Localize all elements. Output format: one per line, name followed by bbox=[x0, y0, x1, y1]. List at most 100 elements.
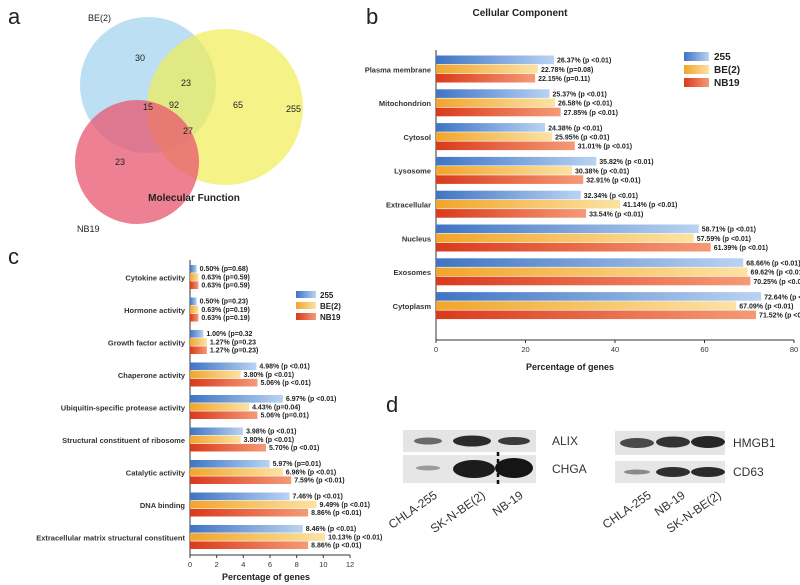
legend-c-label-255: 255 bbox=[320, 291, 334, 300]
chart-b-bar-nb19-exosomes bbox=[436, 276, 751, 286]
chart-c-category-ubiquitin-specific-protease-activity: Ubiquitin-specific protease activity bbox=[61, 403, 186, 412]
chart-b-category-mitochondrion: Mitochondrion bbox=[379, 99, 431, 108]
chart-c-value-label: 8.86% (p <0.01) bbox=[311, 543, 361, 550]
chart-c-value-label: 10.13% (p <0.01) bbox=[328, 534, 382, 541]
chart-c-bar-255-extracellular-matrix-structural-constituent bbox=[190, 525, 303, 533]
chart-c-tick-label: 0 bbox=[188, 560, 192, 569]
chart-b-bar-be-2-extracellular bbox=[436, 199, 621, 209]
legend-c-swatch-255 bbox=[296, 291, 316, 298]
chart-b-bar-255-exosomes bbox=[436, 258, 744, 267]
chart-b-value-label: 71.52% (p <0.01) bbox=[759, 313, 800, 320]
venn-diagram: BE(2) 255 NB19 30 23 65 15 92 27 23 Mole… bbox=[75, 13, 303, 234]
chart-b-value-label: 41.14% (p <0.01) bbox=[623, 202, 677, 209]
chart-c-legend: 255 BE(2) NB19 bbox=[296, 291, 341, 322]
chart-c-tick-label: 10 bbox=[319, 560, 327, 569]
venn-region-nb19-only: 23 bbox=[115, 157, 125, 167]
chart-b-value-label: 32.34% (p <0.01) bbox=[584, 193, 638, 200]
venn-region-be2-nb19: 15 bbox=[143, 102, 153, 112]
chart-b-category-nucleus: Nucleus bbox=[402, 234, 431, 243]
venn-title: Molecular Function bbox=[148, 193, 240, 204]
lane-right-chla255: CHLA-255 bbox=[600, 488, 654, 532]
chart-b-category-lysosome: Lysosome bbox=[394, 167, 431, 176]
chart-b-bar-255-nucleus bbox=[436, 224, 699, 234]
chart-c-value-label: 5.70% (p <0.01) bbox=[269, 445, 319, 452]
chart-b-xlabel: Percentage of genes bbox=[526, 362, 614, 372]
chart-c-bar-nb19-structural-constituent-of-ribosome bbox=[190, 443, 266, 452]
chart-c-value-label: 4.98% (p <0.01) bbox=[259, 364, 309, 371]
chart-b-category-plasma-membrane: Plasma membrane bbox=[365, 65, 431, 74]
band-alix-chla255 bbox=[414, 437, 442, 445]
blot-label-alix: ALIX bbox=[552, 434, 578, 448]
chart-c-value-label: 8.86% (p <0.01) bbox=[311, 510, 361, 517]
chart-c-category-dna-binding: DNA binding bbox=[140, 501, 186, 510]
chart-c-value-label: 5.97% (p=0.01) bbox=[273, 461, 321, 468]
venn-region-255-nb19: 27 bbox=[183, 126, 193, 136]
band-chga-sknbe2 bbox=[453, 460, 495, 478]
chart-c-bar-nb19-chaperone-activity bbox=[190, 378, 258, 387]
chart-c-bar-be-2-hormone-activity bbox=[190, 305, 199, 314]
chart-c-bar-255-hormone-activity bbox=[190, 297, 197, 306]
chart-b-legend: 255 BE(2) NB19 bbox=[684, 52, 740, 89]
chart-c-value-label: 6.96% (p <0.01) bbox=[286, 469, 336, 476]
chart-b-value-label: 68.66% (p <0.01) bbox=[746, 261, 800, 268]
band-hmgb1-chla255 bbox=[620, 438, 654, 448]
chart-c-value-label: 1.00% (p=0.32 bbox=[206, 331, 252, 338]
venn-circle-nb19 bbox=[75, 100, 199, 224]
chart-b-value-label: 69.62% (p <0.01) bbox=[751, 270, 800, 277]
band-chga-chla255 bbox=[416, 465, 440, 471]
legend-label-be2: BE(2) bbox=[714, 65, 740, 76]
legend-swatch-be2 bbox=[684, 65, 709, 74]
chart-c-bar-nb19-hormone-activity bbox=[190, 313, 199, 322]
chart-c-value-label: 0.50% (p=0.68) bbox=[200, 266, 248, 273]
panel-label-a: a bbox=[8, 4, 21, 29]
chart-c-bar-nb19-dna-binding bbox=[190, 508, 309, 517]
chart-c-bar-nb19-cytokine-activity bbox=[190, 281, 199, 289]
blot-label-chga: CHGA bbox=[552, 462, 587, 476]
lane-left-sknbe2: SK-N-BE(2) bbox=[428, 488, 488, 536]
venn-region-all: 92 bbox=[169, 100, 179, 110]
chart-b-bar-nb19-nucleus bbox=[436, 242, 711, 252]
chart-b-category-exosomes: Exosomes bbox=[393, 268, 431, 277]
chart-c-bar-255-catalytic-activity bbox=[190, 460, 270, 468]
chart-c-bar-nb19-extracellular-matrix-structural-constituent bbox=[190, 541, 309, 549]
chart-c-category-extracellular-matrix-structural-constituent: Extracellular matrix structural constitu… bbox=[36, 533, 185, 542]
chart-b-bar-255-cytoplasm bbox=[436, 292, 762, 301]
chart-b-value-label: 57.59% (p <0.01) bbox=[697, 236, 751, 243]
legend-c-label-be2: BE(2) bbox=[320, 302, 341, 311]
panel-label-d: d bbox=[386, 392, 398, 417]
chart-c-value-label: 9.49% (p <0.01) bbox=[320, 502, 370, 509]
legend-label-255: 255 bbox=[714, 52, 731, 63]
chart-b-bar-be-2-plasma-membrane bbox=[436, 64, 538, 74]
chart-b-value-label: 67.09% (p <0.01) bbox=[739, 304, 793, 311]
chart-b-bar-nb19-cytoplasm bbox=[436, 310, 757, 320]
panel-label-b: b bbox=[366, 4, 378, 29]
blot-label-cd63: CD63 bbox=[733, 465, 764, 479]
chart-c-value-label: 0.63% (p=0.59) bbox=[201, 274, 249, 281]
chart-c-category-cytokine-activity: Cytokine activity bbox=[125, 273, 185, 282]
chart-c-value-label: 3.98% (p <0.01) bbox=[246, 429, 296, 436]
panel-label-c: c bbox=[8, 244, 19, 269]
chart-c-bar-255-dna-binding bbox=[190, 492, 290, 501]
chart-b-bar-be-2-cytosol bbox=[436, 132, 553, 141]
chart-b-bar-255-lysosome bbox=[436, 156, 597, 166]
chart-b-tick-label: 20 bbox=[521, 345, 529, 354]
chart-c-value-label: 0.50% (p=0.23) bbox=[200, 299, 248, 306]
chart-b-value-label: 70.25% (p <0.01) bbox=[753, 279, 800, 286]
legend-swatch-nb19 bbox=[684, 78, 709, 87]
legend-c-label-nb19: NB19 bbox=[320, 313, 341, 322]
chart-b-value-label: 61.39% (p <0.01) bbox=[714, 245, 768, 252]
chart-c-value-label: 0.63% (p=0.59) bbox=[201, 283, 249, 290]
venn-region-be2-only: 30 bbox=[135, 53, 145, 63]
chart-c-bar-255-ubiquitin-specific-protease-activity bbox=[190, 395, 283, 403]
chart-c-bar-be-2-chaperone-activity bbox=[190, 370, 241, 379]
chart-c-bar-be-2-extracellular-matrix-structural-constituent bbox=[190, 533, 326, 541]
chart-c-bar-255-cytokine-activity bbox=[190, 265, 197, 273]
chart-b-bar-255-cytosol bbox=[436, 123, 546, 132]
chart-b-value-label: 25.95% (p <0.01) bbox=[555, 135, 609, 142]
chart-b-bar-be-2-nucleus bbox=[436, 233, 694, 243]
venn-region-255-only: 65 bbox=[233, 100, 243, 110]
band-hmgb1-nb19 bbox=[656, 436, 690, 448]
chart-c-bar-255-structural-constituent-of-ribosome bbox=[190, 427, 244, 436]
chart-c-value-label: 0.63% (p=0.19) bbox=[201, 315, 249, 322]
